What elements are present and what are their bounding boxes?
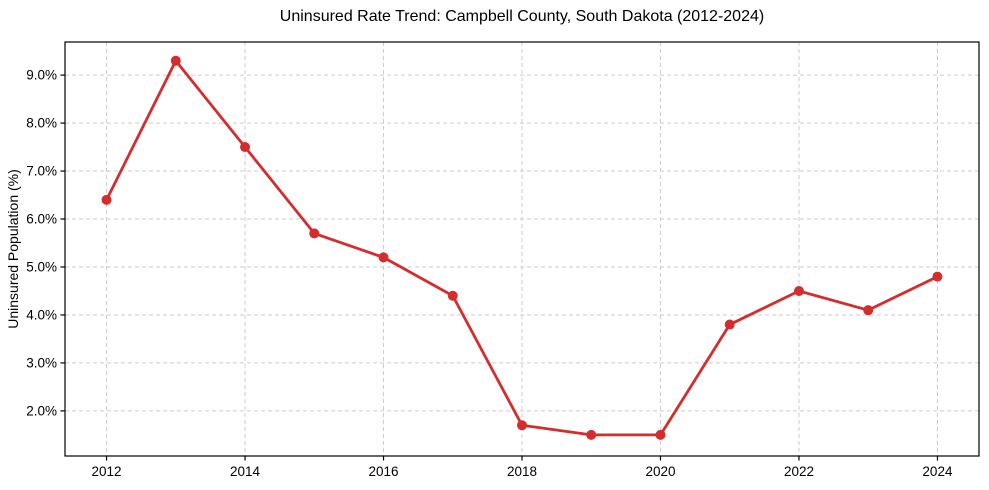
y-axis-label: Uninsured Population (%) bbox=[5, 169, 21, 329]
axis-tick-labels: 2012 2014 2016 2018 2020 2022 2024 2.0% 3.0% 4.0%… bbox=[26, 68, 953, 479]
y-tick-label: 3.0% bbox=[26, 355, 57, 370]
y-tick-label: 5.0% bbox=[26, 259, 57, 274]
data-series bbox=[101, 55, 943, 440]
axes-spines bbox=[64, 41, 980, 457]
x-tick-label: 2018 bbox=[507, 464, 537, 479]
data-point-marker bbox=[932, 271, 943, 282]
x-tick-label: 2012 bbox=[92, 464, 122, 479]
axis-ticks bbox=[60, 74, 939, 461]
data-point-marker bbox=[170, 55, 181, 66]
data-point-marker bbox=[724, 319, 735, 330]
chart-title: Uninsured Rate Trend: Campbell County, S… bbox=[280, 8, 764, 25]
data-point-marker bbox=[793, 285, 804, 296]
y-tick-label: 7.0% bbox=[26, 164, 57, 179]
x-tick-label: 2016 bbox=[368, 464, 398, 479]
y-tick-label: 9.0% bbox=[26, 68, 57, 83]
data-point-marker bbox=[101, 194, 112, 205]
data-point-marker bbox=[863, 305, 874, 316]
data-point-marker bbox=[447, 290, 458, 301]
data-point-marker bbox=[655, 429, 666, 440]
data-point-marker bbox=[378, 252, 389, 263]
gridlines bbox=[65, 42, 979, 456]
x-tick-label: 2014 bbox=[230, 464, 261, 479]
y-tick-label: 2.0% bbox=[26, 403, 57, 418]
data-point-marker bbox=[309, 228, 320, 239]
y-tick-label: 4.0% bbox=[26, 307, 57, 322]
data-point-marker bbox=[240, 142, 251, 153]
y-tick-label: 8.0% bbox=[26, 116, 57, 131]
x-tick-label: 2022 bbox=[784, 464, 814, 479]
data-point-marker bbox=[586, 429, 597, 440]
y-tick-label: 6.0% bbox=[26, 212, 57, 227]
data-point-marker bbox=[517, 420, 527, 431]
x-tick-label: 2020 bbox=[645, 464, 675, 479]
x-tick-label: 2024 bbox=[922, 464, 953, 479]
